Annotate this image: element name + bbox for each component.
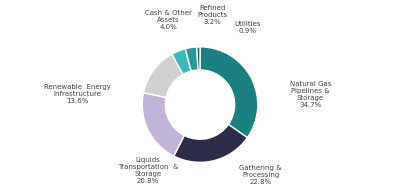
- Text: Refined
Products
3.2%: Refined Products 3.2%: [198, 5, 228, 25]
- Wedge shape: [172, 49, 191, 74]
- Wedge shape: [185, 47, 198, 71]
- Wedge shape: [197, 47, 200, 70]
- Text: Utilities
0.9%: Utilities 0.9%: [234, 21, 261, 34]
- Text: Natural Gas
Pipelines &
Storage
34.7%: Natural Gas Pipelines & Storage 34.7%: [290, 81, 331, 108]
- Wedge shape: [200, 47, 258, 138]
- Wedge shape: [144, 54, 183, 97]
- Wedge shape: [174, 124, 247, 162]
- Text: Gathering &
Processing
22.8%: Gathering & Processing 22.8%: [239, 165, 282, 185]
- Text: Renewable  Energy
Infrastructure
13.6%: Renewable Energy Infrastructure 13.6%: [44, 84, 110, 104]
- Text: Cash & Other
Assets
4.0%: Cash & Other Assets 4.0%: [145, 10, 192, 29]
- Wedge shape: [142, 93, 184, 156]
- Text: Liquids
Transportation  &
Storage
20.8%: Liquids Transportation & Storage 20.8%: [118, 157, 178, 184]
